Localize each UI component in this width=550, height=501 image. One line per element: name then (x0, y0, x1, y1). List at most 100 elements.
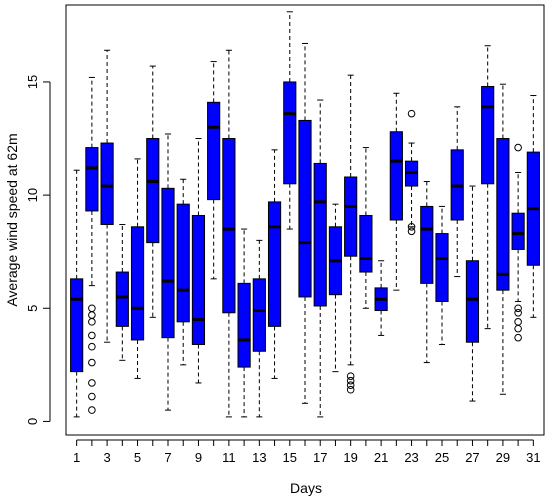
box-day-24 (420, 181, 434, 364)
y-axis-title: Average wind speed at 62m (4, 133, 20, 306)
x-tick-label: 25 (435, 450, 449, 465)
box-iqr (207, 101, 221, 201)
box-iqr (222, 138, 236, 314)
outlier-point (346, 385, 355, 394)
outlier-point (88, 331, 96, 340)
outlier-point (88, 379, 96, 387)
box-iqr (100, 142, 114, 226)
x-tick-label: 3 (103, 450, 110, 465)
x-axis-title: Days (290, 480, 322, 496)
box-day-31 (526, 95, 540, 318)
outlier-point (88, 304, 96, 313)
box-day-3 (100, 49, 114, 343)
boxes-layer (70, 11, 540, 418)
box-day-6 (146, 65, 160, 318)
x-tick-label: 7 (164, 450, 171, 465)
x-tick-label: 29 (496, 450, 510, 465)
box-day-26 (450, 106, 464, 278)
box-day-17 (313, 99, 327, 418)
y-tick-label: 5 (25, 305, 40, 312)
box-iqr (85, 147, 99, 212)
box-day-22 (389, 92, 403, 291)
box-iqr (420, 205, 434, 284)
box-day-7 (161, 133, 175, 411)
outlier-point (88, 342, 96, 351)
box-iqr (146, 138, 160, 244)
box-iqr (267, 201, 282, 327)
x-tick-label: 5 (134, 450, 141, 465)
box-day-8 (176, 178, 190, 366)
y-tick-label: 0 (25, 418, 40, 425)
box-day-25 (435, 205, 449, 345)
x-tick-label: 11 (222, 450, 236, 465)
plot-frame (65, 4, 545, 436)
outlier-point (514, 304, 522, 313)
box-day-10 (207, 61, 221, 280)
box-day-20 (359, 147, 373, 309)
box-iqr (237, 282, 251, 368)
box-iqr (298, 119, 312, 298)
outlier-point (514, 324, 522, 333)
box-day-23 (404, 109, 419, 236)
outlier-point (514, 318, 522, 326)
outlier-point (346, 376, 355, 385)
x-tick-label: 9 (195, 450, 202, 465)
outlier-point (88, 392, 96, 401)
x-tick-label: 17 (313, 450, 327, 465)
x-tick-label: 31 (526, 450, 540, 465)
x-tick-label: 21 (374, 450, 388, 465)
y-tick-label: 10 (25, 188, 40, 202)
box-iqr (481, 85, 495, 185)
box-iqr (283, 81, 297, 185)
box-day-5 (130, 158, 145, 379)
box-iqr (252, 278, 266, 352)
outlier-point (88, 318, 96, 326)
box-day-13 (252, 239, 266, 418)
box-day-18 (328, 203, 343, 373)
box-iqr (344, 176, 358, 257)
box-day-27 (465, 185, 480, 402)
box-day-28 (481, 45, 495, 330)
outlier-point (346, 372, 355, 380)
box-iqr (161, 187, 175, 339)
box-day-12 (237, 228, 251, 418)
box-day-9 (191, 138, 206, 384)
box-day-19 (344, 74, 358, 394)
x-tick-label: 15 (283, 450, 297, 465)
box-day-11 (222, 49, 236, 418)
box-day-30 (511, 143, 525, 342)
x-tick-label: 13 (252, 450, 266, 465)
box-iqr (496, 138, 510, 291)
x-axis: 1 3 5 7 9 11 13 15 17 19 21 23 25 27 29 31 (73, 439, 541, 465)
outlier-point (407, 109, 416, 118)
box-day-15 (283, 11, 297, 230)
x-tick-label: 19 (343, 450, 357, 465)
outlier-point (514, 333, 522, 342)
box-iqr (176, 203, 190, 323)
box-day-2 (85, 76, 99, 414)
box-day-21 (374, 260, 388, 336)
y-tick-label: 15 (25, 75, 40, 89)
outlier-point (514, 308, 522, 317)
box-iqr (435, 233, 449, 302)
y-axis: 0 5 10 15 (25, 75, 51, 425)
outlier-point (346, 381, 355, 390)
outlier-point (514, 143, 522, 152)
box-iqr (70, 278, 84, 373)
box-iqr (130, 226, 145, 341)
box-iqr (115, 271, 129, 327)
box-iqr (191, 214, 206, 345)
box-iqr (465, 260, 480, 343)
outlier-point (407, 222, 416, 231)
box-iqr (389, 131, 403, 221)
box-iqr (313, 162, 327, 307)
outlier-point (88, 358, 96, 367)
x-tick-label: 1 (73, 450, 80, 465)
box-day-1 (70, 169, 84, 418)
outlier-point (88, 311, 96, 319)
box-day-14 (267, 149, 282, 379)
box-day-16 (298, 42, 312, 404)
box-day-4 (115, 224, 129, 361)
